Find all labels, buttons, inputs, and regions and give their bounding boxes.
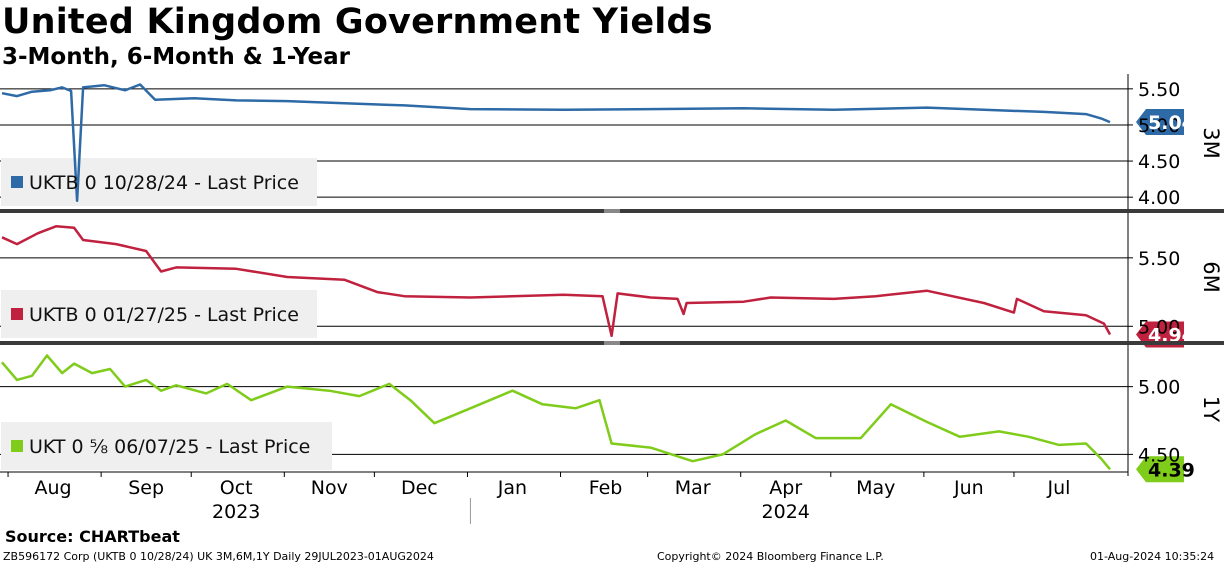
x-tick-label: Feb (589, 477, 623, 499)
y-tick-label: 5.50 (1138, 79, 1180, 101)
y-tick-label: 5.00 (1138, 316, 1180, 338)
x-tick-label: Jun (953, 477, 984, 499)
x-tick-label: Mar (675, 477, 711, 499)
x-tick-label: Dec (401, 477, 438, 499)
panel-1y (0, 342, 1184, 483)
y-tick-label: 5.00 (1138, 115, 1180, 137)
y-tick-label: 5.00 (1138, 377, 1180, 399)
axis-label-1y: 1Y (1199, 396, 1223, 422)
y-tick-label: 4.50 (1138, 151, 1180, 173)
series-6m-line (1, 225, 1112, 338)
legend-box (1, 290, 317, 338)
x-tick-label: Apr (769, 477, 802, 499)
legend-box (1, 158, 317, 206)
source-note: Source: CHARTbeat (5, 527, 180, 546)
timestamp: 01-Aug-2024 10:35:24 (1090, 550, 1215, 563)
legend-label: UKT 0 ⅝ 06/07/25 - Last Price (29, 436, 310, 458)
last-value-label: 5.04 (1148, 112, 1195, 134)
series-1y-line (1, 354, 1111, 471)
panel-3m (0, 74, 1184, 212)
chart-title: United Kingdom Government Yields (2, 2, 713, 42)
x-tick-label: Nov (311, 477, 348, 499)
x-tick-label: Oct (220, 477, 253, 499)
last-value-label: 4.39 (1148, 459, 1195, 481)
x-tick-label: May (856, 477, 895, 499)
y-tick-label: 4.50 (1138, 444, 1180, 466)
legend-swatch (11, 308, 23, 320)
last-value-tag (1136, 109, 1184, 136)
y-tick-label: 4.00 (1138, 187, 1180, 209)
legend-swatch (11, 176, 23, 188)
legend-box (1, 422, 332, 470)
panel-6m (0, 210, 1184, 348)
x-tick-label: Jul (1046, 477, 1070, 499)
x-tick-label: Jan (497, 477, 527, 499)
x-tick-label: Aug (34, 477, 71, 499)
separator-grip (604, 341, 620, 345)
ticker-info: ZB596172 Corp (UKTB 0 10/28/24) UK 3M,6M… (3, 550, 434, 563)
x-year-label: 2024 (762, 501, 810, 523)
last-value-tag (1136, 456, 1184, 483)
x-tick-label: Sep (128, 477, 164, 499)
legend-swatch (11, 440, 23, 452)
axis-label-6m: 6M (1199, 261, 1223, 292)
chart-subtitle: 3-Month, 6-Month & 1-Year (2, 44, 350, 70)
legend-label: UKTB 0 01/27/25 - Last Price (29, 304, 299, 326)
x-year-label: 2023 (212, 501, 260, 523)
legend-label: UKTB 0 10/28/24 - Last Price (29, 172, 299, 194)
y-tick-label: 5.50 (1138, 248, 1180, 270)
axis-label-3m: 3M (1199, 127, 1223, 158)
copyright-note: Copyright© 2024 Bloomberg Finance L.P. (657, 550, 884, 563)
separator-grip (604, 209, 620, 213)
series-3m-line (1, 83, 1111, 203)
